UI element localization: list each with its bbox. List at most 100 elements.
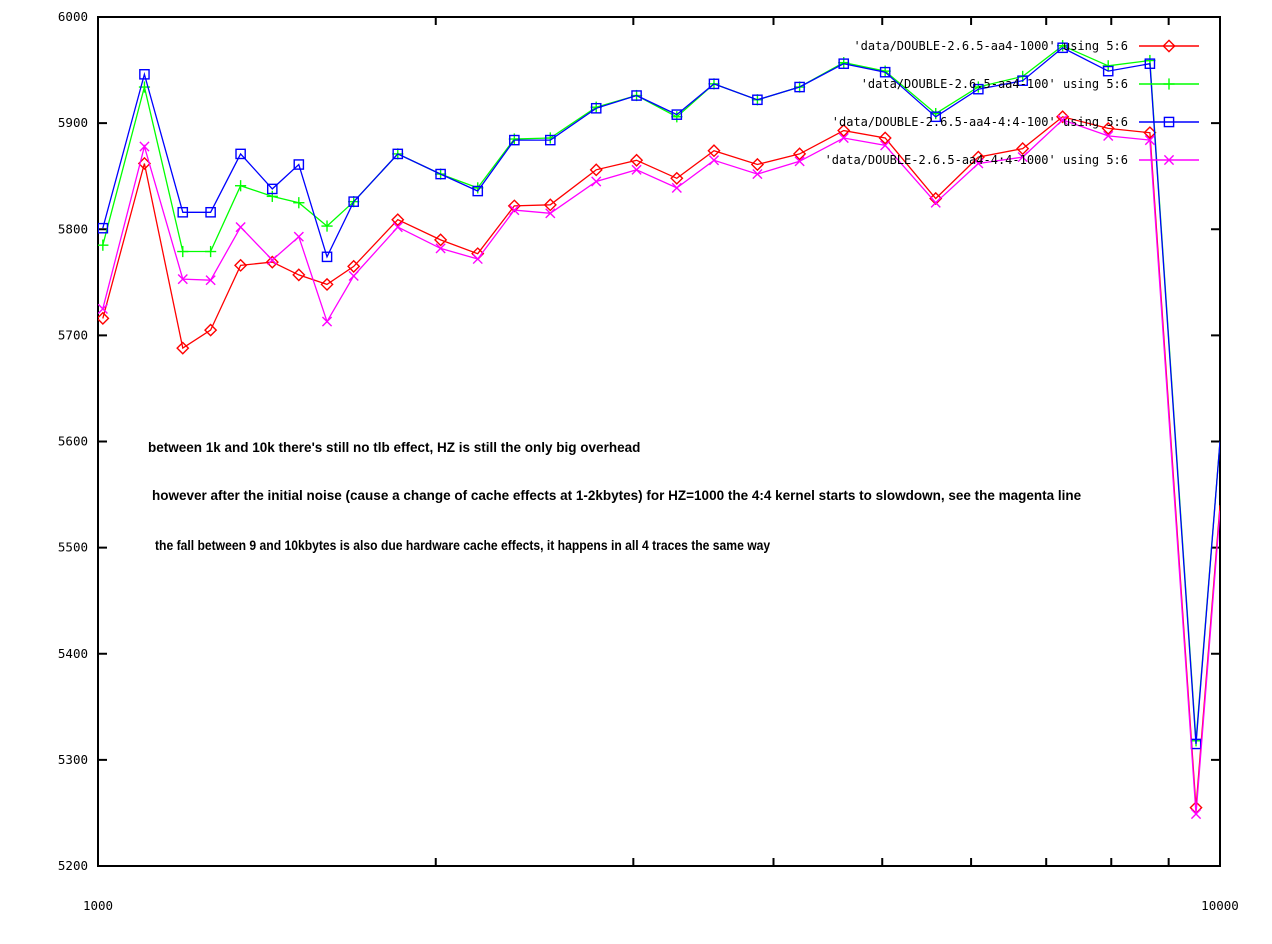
x-marker: [708, 155, 720, 166]
x-axis-label: 1000: [83, 898, 113, 913]
x-marker: [1057, 114, 1068, 126]
y-axis-label: 5800: [58, 221, 88, 236]
series-0: [98, 110, 1220, 815]
annotation-0: between 1k and 10k there's still no tlb …: [148, 440, 640, 455]
diamond-marker: [707, 144, 721, 158]
square-marker: [545, 134, 556, 146]
series-2: [98, 42, 1220, 750]
square-marker: [509, 134, 520, 146]
square-marker: [879, 66, 891, 78]
diamond-marker: [1101, 121, 1115, 136]
square-marker: [348, 196, 359, 207]
series-line-0: [102, 116, 1220, 808]
diamond-marker: [629, 153, 644, 167]
diamond-marker: [320, 277, 334, 292]
y-axis-label: 6000: [58, 9, 88, 24]
x-marker: [930, 197, 941, 208]
x-marker: [1163, 154, 1175, 166]
diamond-marker: [434, 233, 448, 247]
x-marker: [348, 270, 359, 282]
x-marker: [591, 176, 602, 187]
x-marker: [139, 141, 150, 152]
square-marker: [1017, 75, 1028, 86]
square-marker: [930, 111, 942, 123]
x-marker: [671, 182, 682, 193]
x-marker: [235, 222, 246, 233]
diamond-marker: [292, 268, 306, 282]
diamond-marker: [1143, 126, 1157, 140]
x-marker: [435, 243, 446, 254]
x-marker: [177, 274, 188, 285]
series-line-2: [102, 47, 1220, 745]
y-axis-label: 5200: [58, 858, 88, 873]
square-marker: [1144, 58, 1156, 69]
square-marker: [293, 159, 305, 170]
square-marker: [266, 183, 278, 195]
diamond-marker: [98, 311, 110, 325]
diamond-marker: [793, 147, 807, 161]
x-marker: [1190, 808, 1202, 820]
x-marker: [472, 253, 483, 265]
square-marker: [1057, 42, 1068, 54]
square-marker: [472, 185, 484, 197]
x-marker: [973, 158, 984, 169]
square-marker: [392, 148, 404, 160]
x-marker: [752, 168, 763, 180]
diamond-marker: [1056, 110, 1070, 124]
x-marker: [838, 132, 849, 144]
square-marker: [205, 206, 216, 218]
y-axis-label: 5900: [58, 115, 88, 130]
x-marker: [392, 222, 403, 233]
legend-label: 'data/DOUBLE-2.6.5-aa4-4:4-1000' using 5…: [825, 153, 1128, 167]
x-marker: [794, 156, 805, 167]
legend-label: 'data/DOUBLE-2.6.5-aa4-4:4-100' using 5:…: [832, 115, 1128, 129]
square-marker: [631, 90, 642, 101]
square-marker: [1163, 116, 1175, 128]
diamond-marker: [176, 341, 190, 355]
diamond-marker: [837, 123, 851, 138]
square-marker: [973, 83, 984, 95]
diamond-marker: [670, 171, 684, 185]
x-marker: [267, 254, 278, 266]
y-axis-label: 5400: [58, 646, 88, 661]
y-axis-label: 5600: [58, 434, 88, 449]
square-marker: [752, 94, 763, 106]
x-marker: [1144, 135, 1155, 146]
y-axis-label: 5700: [58, 327, 88, 342]
diamond-marker: [589, 163, 603, 177]
diamond-marker: [543, 198, 557, 212]
diamond-marker: [234, 258, 248, 272]
square-marker: [235, 148, 246, 160]
diamond-marker: [391, 213, 405, 227]
x-marker: [631, 164, 642, 175]
diamond-marker: [507, 199, 521, 213]
square-marker: [1102, 65, 1114, 77]
y-axis-label: 5500: [58, 540, 88, 555]
series-3: [98, 114, 1220, 820]
square-marker: [321, 251, 333, 263]
diamond-marker: [750, 157, 765, 172]
annotation-2: the fall between 9 and 10kbytes is also …: [155, 537, 771, 553]
legend-label: 'data/DOUBLE-2.6.5-aa4-100' using 5:6: [861, 77, 1128, 91]
square-marker: [139, 69, 150, 80]
diamond-marker: [347, 259, 361, 273]
x-marker: [205, 275, 216, 286]
x-marker: [509, 205, 520, 216]
legend-label: 'data/DOUBLE-2.6.5-aa4-1000' using 5:6: [853, 39, 1128, 53]
series-line-1: [102, 44, 1220, 741]
x-axis-label: 10000: [1201, 898, 1239, 913]
diamond-marker: [1016, 142, 1030, 156]
x-marker: [880, 140, 891, 151]
square-marker: [435, 168, 446, 180]
square-marker: [708, 78, 720, 90]
x-marker: [545, 208, 556, 219]
square-marker: [177, 206, 189, 218]
square-marker: [98, 222, 109, 234]
square-marker: [838, 58, 850, 69]
diamond-marker: [265, 255, 279, 269]
y-axis-label: 5300: [58, 752, 88, 767]
x-marker: [1103, 130, 1114, 141]
diamond-marker: [204, 323, 218, 337]
